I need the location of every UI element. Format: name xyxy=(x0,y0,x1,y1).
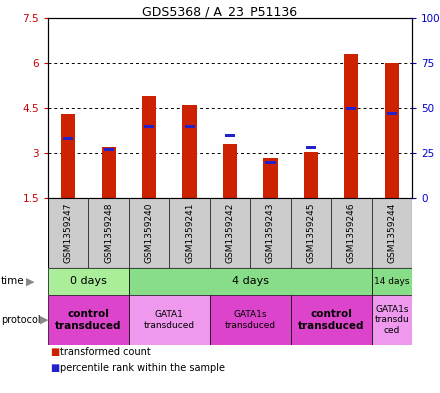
Text: 4 days: 4 days xyxy=(232,277,269,286)
Text: GSM1359243: GSM1359243 xyxy=(266,203,275,263)
Bar xyxy=(129,268,371,295)
Text: control
transduced: control transduced xyxy=(55,309,122,331)
Text: GATA1s
transduced: GATA1s transduced xyxy=(225,310,276,330)
Text: GSM1359242: GSM1359242 xyxy=(226,203,235,263)
Bar xyxy=(183,105,197,198)
Text: GATA1
transduced: GATA1 transduced xyxy=(144,310,195,330)
Text: protocol: protocol xyxy=(1,315,40,325)
Bar xyxy=(63,137,73,140)
Bar xyxy=(103,148,114,151)
Text: GSM1359240: GSM1359240 xyxy=(145,203,154,263)
Text: GSM1359245: GSM1359245 xyxy=(306,203,315,263)
Text: GSM1359248: GSM1359248 xyxy=(104,203,113,263)
Bar xyxy=(48,295,129,345)
Bar xyxy=(344,54,359,198)
Bar xyxy=(210,295,291,345)
Bar xyxy=(142,96,156,198)
Bar xyxy=(385,63,399,198)
Bar xyxy=(223,144,237,198)
Bar xyxy=(371,295,412,345)
Text: GSM1359246: GSM1359246 xyxy=(347,203,356,263)
Text: ■: ■ xyxy=(50,347,59,357)
Bar xyxy=(387,112,397,115)
Bar xyxy=(225,134,235,136)
Text: ▶: ▶ xyxy=(26,277,34,286)
Bar xyxy=(102,147,116,198)
Text: transformed count: transformed count xyxy=(60,347,151,357)
Bar xyxy=(306,146,316,149)
Text: GSM1359247: GSM1359247 xyxy=(64,203,73,263)
Bar xyxy=(291,295,371,345)
Text: control
transduced: control transduced xyxy=(298,309,364,331)
Bar xyxy=(264,158,278,198)
Text: time: time xyxy=(1,277,25,286)
Bar xyxy=(346,107,356,110)
Text: 0 days: 0 days xyxy=(70,277,107,286)
Text: ■: ■ xyxy=(50,363,59,373)
Bar xyxy=(184,125,194,127)
Text: 14 days: 14 days xyxy=(374,277,410,286)
Bar xyxy=(61,114,75,198)
Bar xyxy=(265,160,275,163)
Text: ▶: ▶ xyxy=(40,315,48,325)
Text: GSM1359244: GSM1359244 xyxy=(387,203,396,263)
Text: GATA1s
transdu
ced: GATA1s transdu ced xyxy=(374,305,409,335)
Text: GDS5368 / A_23_P51136: GDS5368 / A_23_P51136 xyxy=(143,5,297,18)
Bar xyxy=(144,125,154,127)
Bar xyxy=(129,295,210,345)
Bar xyxy=(48,268,129,295)
Bar xyxy=(371,268,412,295)
Bar xyxy=(304,151,318,198)
Text: percentile rank within the sample: percentile rank within the sample xyxy=(60,363,225,373)
Text: GSM1359241: GSM1359241 xyxy=(185,203,194,263)
